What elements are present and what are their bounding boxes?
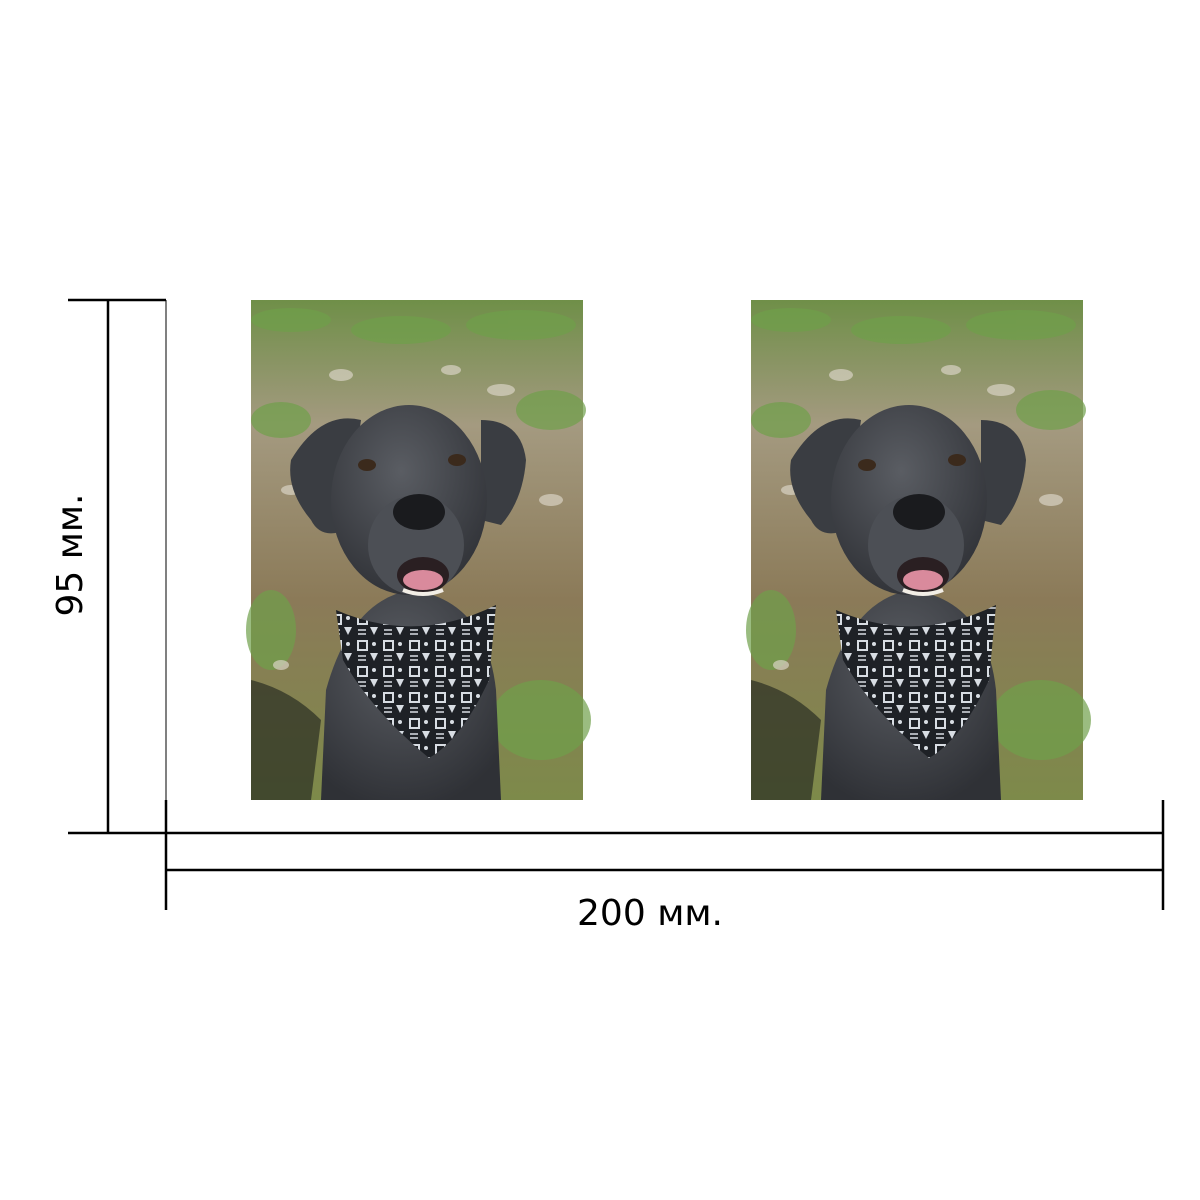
height-label: 95 мм. (50, 493, 91, 616)
product-photo (744, 298, 1093, 802)
product-photo (244, 298, 593, 802)
width-label: 200 мм. (577, 893, 723, 934)
